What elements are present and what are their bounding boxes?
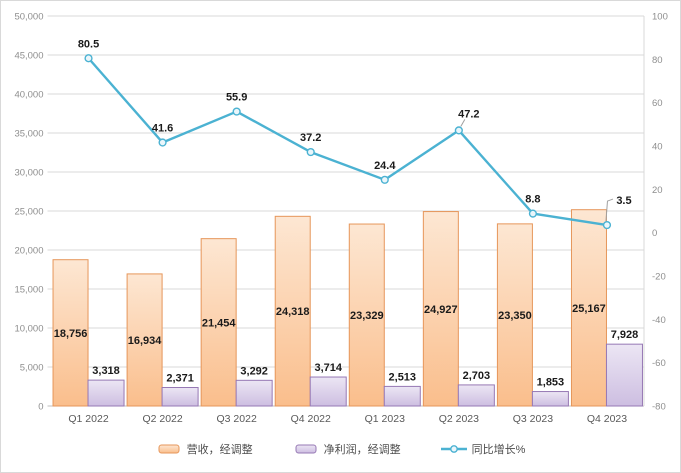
x-axis-category-label: Q3 2023 (513, 413, 553, 425)
right-axis-tick-label: -60 (652, 358, 666, 369)
x-axis-category-label: Q2 2023 (439, 413, 479, 425)
x-axis-category-label: Q1 2023 (365, 413, 405, 425)
revenue-data-label: 18,756 (54, 328, 88, 340)
legend-line-marker-swatch (440, 445, 467, 453)
revenue-data-label: 23,329 (350, 310, 384, 322)
x-axis-category-label: Q4 2023 (587, 413, 627, 425)
left-axis-tick-label: 10,000 (14, 324, 43, 335)
growth-line-marker (454, 126, 463, 135)
growth-data-label: 47.2 (458, 108, 479, 120)
profit-bar (161, 387, 199, 407)
profit-bar (87, 379, 125, 407)
growth-data-label: 80.5 (78, 38, 99, 50)
left-axis-tick-label: 30,000 (14, 168, 43, 179)
profit-bar (531, 391, 569, 407)
legend-label: 同比增长% (471, 444, 526, 456)
growth-data-label: 41.6 (152, 123, 173, 135)
growth-data-label: 37.2 (300, 132, 321, 144)
profit-data-label: 2,371 (166, 373, 194, 385)
profit-bar (235, 379, 273, 407)
profit-data-label: 1,853 (537, 377, 565, 389)
growth-data-label: 55.9 (226, 92, 247, 104)
right-axis-tick-label: 0 (652, 228, 657, 239)
label-leader-line (605, 198, 614, 222)
right-axis-tick-label: -20 (652, 272, 666, 283)
revenue-bar (52, 259, 89, 407)
profit-bar (309, 376, 347, 407)
left-axis-tick-label: 15,000 (14, 285, 43, 296)
revenue-data-label: 24,318 (276, 306, 310, 318)
right-axis-tick-label: 60 (652, 98, 663, 109)
legend-label: 营收，经调整 (186, 444, 253, 456)
growth-line-marker (602, 220, 612, 230)
legend-bar-swatch (295, 444, 317, 454)
growth-line-marker (158, 138, 167, 147)
legend-item-growth: 同比增长% (440, 441, 526, 457)
revenue-bar (200, 238, 237, 407)
label-leader-line (460, 119, 466, 127)
legend-item-revenue: 营收，经调整 (156, 441, 253, 457)
revenue-bar (496, 223, 533, 407)
revenue-bar (422, 211, 459, 407)
revenue-data-label: 16,934 (128, 335, 163, 347)
x-axis-category-label: Q1 2022 (68, 413, 108, 425)
left-axis-tick-label: 40,000 (14, 90, 43, 101)
revenue-bar (570, 209, 607, 407)
right-axis-tick-label: 100 (652, 12, 668, 23)
profit-data-label: 7,928 (611, 329, 639, 341)
right-axis-tick-label: 40 (652, 142, 663, 153)
growth-line-marker (306, 147, 315, 157)
profit-data-label: 2,513 (389, 371, 417, 383)
left-axis-tick-label: 35,000 (14, 129, 43, 140)
left-axis-tick-label: 25,000 (14, 207, 43, 218)
right-axis-tick-label: 80 (652, 55, 663, 66)
left-axis-tick-label: 5,000 (20, 363, 44, 374)
legend-item-profit: 净利润，经调整 (293, 441, 401, 457)
profit-bar (383, 385, 421, 407)
left-axis-tick-label: 0 (38, 402, 43, 413)
growth-data-label: 24.4 (374, 160, 396, 172)
revenue-bar (126, 273, 163, 407)
profit-bar (605, 343, 643, 407)
revenue-data-label: 25,167 (572, 303, 606, 315)
profit-bar (457, 384, 495, 407)
growth-data-label: 8.8 (525, 194, 540, 206)
growth-line-marker (232, 107, 241, 116)
growth-line-marker (380, 175, 389, 184)
left-axis-tick-label: 50,000 (14, 12, 43, 23)
revenue-data-label: 24,927 (424, 304, 458, 316)
growth-line (87, 57, 608, 227)
revenue-data-label: 23,350 (498, 310, 532, 322)
revenue-bar (348, 223, 385, 407)
x-axis-category-label: Q3 2022 (217, 413, 257, 425)
growth-data-label: 3.5 (616, 195, 631, 207)
growth-line-marker (84, 54, 93, 63)
x-axis-category-label: Q2 2022 (142, 413, 182, 425)
legend-label: 净利润，经调整 (323, 444, 401, 456)
profit-data-label: 3,318 (92, 365, 120, 377)
left-axis-tick-label: 45,000 (14, 51, 43, 62)
profit-data-label: 3,292 (240, 365, 268, 377)
x-axis-category-label: Q4 2022 (291, 413, 331, 425)
revenue-data-label: 21,454 (202, 317, 237, 329)
revenue-bar (274, 215, 311, 407)
profit-data-label: 2,703 (463, 370, 491, 382)
left-axis-tick-label: 20,000 (14, 246, 43, 257)
right-axis-tick-label: 20 (652, 185, 663, 196)
right-axis-tick-label: -40 (652, 315, 666, 326)
profit-data-label: 3,714 (314, 362, 342, 374)
right-axis-tick-label: -80 (652, 402, 666, 413)
chart-legend: 营收，经调整 净利润，经调整 同比增长% (1, 436, 680, 462)
legend-bar-swatch (158, 444, 180, 454)
growth-line-marker (528, 209, 538, 218)
